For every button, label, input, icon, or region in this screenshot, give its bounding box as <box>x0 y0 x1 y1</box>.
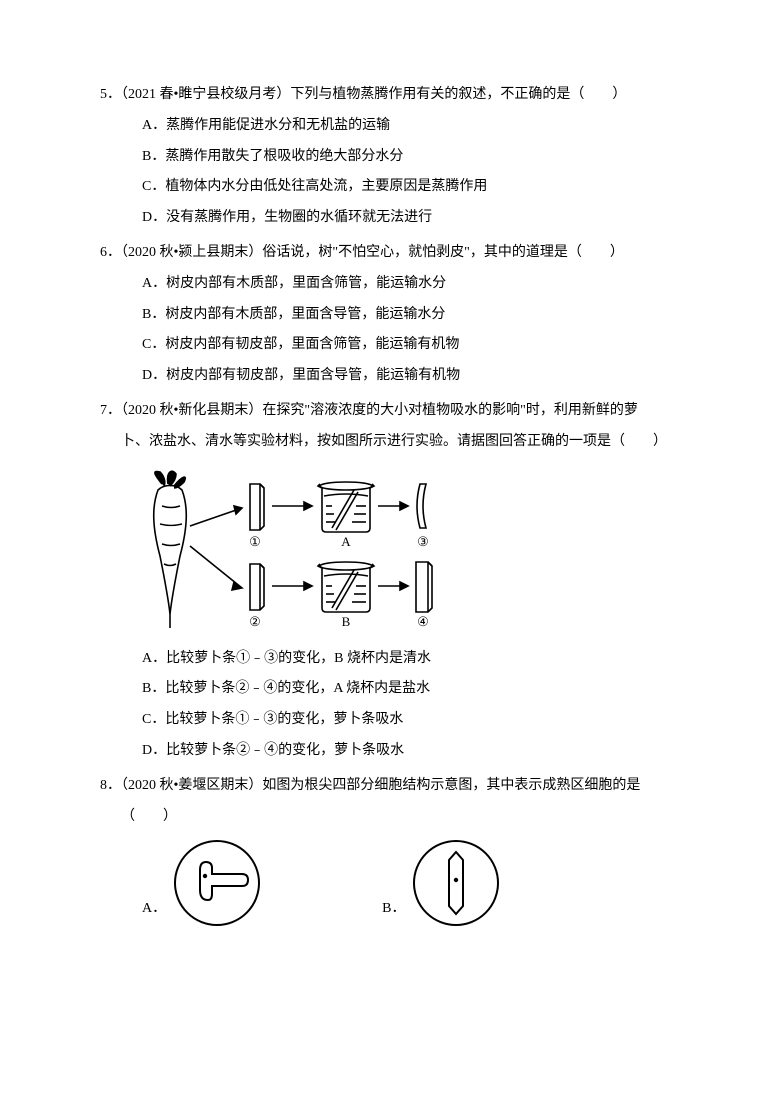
q8-stem-cont: （ ） <box>100 802 680 833</box>
q5-option-b: B．蒸腾作用散失了根吸收的绝大部分水分 <box>100 142 680 173</box>
q8-option-b: B． <box>382 838 501 928</box>
label-a: A <box>341 534 351 549</box>
q8-a-label: A． <box>142 894 166 929</box>
q8-text1: 如图为根尖四部分细胞结构示意图，其中表示成熟区细胞的是 <box>262 778 640 793</box>
q8-b-label: B． <box>382 894 405 929</box>
question-8: 8．（2020 秋•姜堰区期末）如图为根尖四部分细胞结构示意图，其中表示成熟区细… <box>100 771 680 929</box>
q8-option-a: A． <box>142 838 262 928</box>
q7-a-text: 比较萝卜条①﹣③的变化，B 烧杯内是清水 <box>166 651 431 666</box>
q7-c-text: 比较萝卜条①﹣③的变化，萝卜条吸水 <box>165 712 403 727</box>
q7-number: 7 <box>100 403 107 418</box>
q7-option-d: D．比较萝卜条②﹣④的变化，萝卜条吸水 <box>100 736 680 767</box>
exam-page: 5．（2021 春•睢宁县校级月考）下列与植物蒸腾作用有关的叙述，不正确的是（ … <box>0 0 780 972</box>
q7-text2: 卜、浓盐水、清水等实验材料，按如图所示进行实验。请据图回答正确的一项是（ ） <box>121 434 667 449</box>
q6-text: 俗话说，树"不怕空心，就怕剥皮"，其中的道理是（ ） <box>262 245 623 260</box>
q6-option-a: A．树皮内部有木质部，里面含筛管，能运输水分 <box>100 269 680 300</box>
q5-source: （2021 春•睢宁县校级月考） <box>121 87 290 102</box>
q7-figure: ① ② <box>100 466 680 636</box>
q6-number: 6 <box>100 245 107 260</box>
label-2: ② <box>249 614 261 629</box>
question-5: 5．（2021 春•睢宁县校级月考）下列与植物蒸腾作用有关的叙述，不正确的是（ … <box>100 80 680 234</box>
q7-d-text: 比较萝卜条②﹣④的变化，萝卜条吸水 <box>166 743 404 758</box>
q7-source: （2020 秋•新化县期末） <box>121 403 262 418</box>
q8-stem: 8．（2020 秋•姜堰区期末）如图为根尖四部分细胞结构示意图，其中表示成熟区细… <box>100 771 680 802</box>
q7-text1: 在探究"溶液浓度的大小对植物吸水的影响"时，利用新鲜的萝 <box>262 403 637 418</box>
question-6: 6．（2020 秋•颍上县期末）俗话说，树"不怕空心，就怕剥皮"，其中的道理是（… <box>100 238 680 392</box>
q5-d-text: 没有蒸腾作用，生物圈的水循环就无法进行 <box>166 210 432 225</box>
q7-stem: 7．（2020 秋•新化县期末）在探究"溶液浓度的大小对植物吸水的影响"时，利用… <box>100 396 680 427</box>
q5-text: 下列与植物蒸腾作用有关的叙述，不正确的是（ ） <box>290 87 626 102</box>
label-b: B <box>342 614 351 629</box>
q8-source: （2020 秋•姜堰区期末） <box>121 778 262 793</box>
q7-option-c: C．比较萝卜条①﹣③的变化，萝卜条吸水 <box>100 705 680 736</box>
q5-option-d: D．没有蒸腾作用，生物圈的水循环就无法进行 <box>100 203 680 234</box>
q5-a-text: 蒸腾作用能促进水分和无机盐的运输 <box>166 118 390 133</box>
cell-b-icon <box>411 838 501 928</box>
q6-source: （2020 秋•颍上县期末） <box>121 245 262 260</box>
q5-option-c: C．植物体内水分由低处往高处流，主要原因是蒸腾作用 <box>100 172 680 203</box>
experiment-diagram: ① ② <box>142 466 462 636</box>
q6-option-b: B．树皮内部有木质部，里面含导管，能运输水分 <box>100 300 680 331</box>
q7-b-text: 比较萝卜条②﹣④的变化，A 烧杯内是盐水 <box>165 681 430 696</box>
q6-c-text: 树皮内部有韧皮部，里面含筛管，能运输有机物 <box>165 337 459 352</box>
q6-option-c: C．树皮内部有韧皮部，里面含筛管，能运输有机物 <box>100 330 680 361</box>
q5-c-text: 植物体内水分由低处往高处流，主要原因是蒸腾作用 <box>165 179 487 194</box>
q5-stem: 5．（2021 春•睢宁县校级月考）下列与植物蒸腾作用有关的叙述，不正确的是（ … <box>100 80 680 111</box>
q6-stem: 6．（2020 秋•颍上县期末）俗话说，树"不怕空心，就怕剥皮"，其中的道理是（… <box>100 238 680 269</box>
question-7: 7．（2020 秋•新化县期末）在探究"溶液浓度的大小对植物吸水的影响"时，利用… <box>100 396 680 767</box>
q5-option-a: A．蒸腾作用能促进水分和无机盐的运输 <box>100 111 680 142</box>
q6-a-text: 树皮内部有木质部，里面含筛管，能运输水分 <box>166 276 446 291</box>
q5-b-text: 蒸腾作用散失了根吸收的绝大部分水分 <box>165 149 403 164</box>
q6-b-text: 树皮内部有木质部，里面含导管，能运输水分 <box>165 307 445 322</box>
cell-a-icon <box>172 838 262 928</box>
q7-option-a: A．比较萝卜条①﹣③的变化，B 烧杯内是清水 <box>100 644 680 675</box>
label-4: ④ <box>417 614 429 629</box>
q7-stem-cont: 卜、浓盐水、清水等实验材料，按如图所示进行实验。请据图回答正确的一项是（ ） <box>100 427 680 458</box>
q5-number: 5 <box>100 87 107 102</box>
label-3: ③ <box>417 534 429 549</box>
q8-figures: A． B． <box>100 838 680 928</box>
q8-number: 8 <box>100 778 107 793</box>
label-1: ① <box>249 534 261 549</box>
q8-text2: （ ） <box>121 809 177 824</box>
q7-option-b: B．比较萝卜条②﹣④的变化，A 烧杯内是盐水 <box>100 674 680 705</box>
q6-d-text: 树皮内部有韧皮部，里面含导管，能运输有机物 <box>166 368 460 383</box>
q6-option-d: D．树皮内部有韧皮部，里面含导管，能运输有机物 <box>100 361 680 392</box>
